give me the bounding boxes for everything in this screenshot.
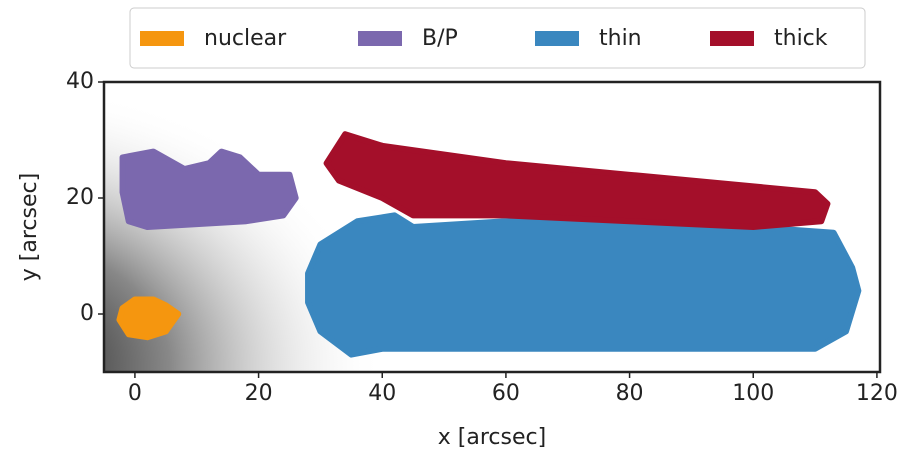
x-tick-label: 40 <box>368 381 396 406</box>
legend-swatch <box>535 31 579 46</box>
legend-swatch <box>140 31 184 46</box>
legend-label: nuclear <box>204 26 287 51</box>
x-tick-label: 20 <box>245 381 273 406</box>
region <box>308 215 858 354</box>
y-tick-label: 40 <box>66 69 94 94</box>
legend-label: thin <box>599 26 642 51</box>
legend-label: B/P <box>422 26 458 51</box>
x-tick-label: 100 <box>732 381 774 406</box>
x-axis-label: x [arcsec] <box>438 425 546 450</box>
x-tick-label: 0 <box>128 381 142 406</box>
legend-swatch <box>710 31 754 46</box>
y-tick-label: 20 <box>66 185 94 210</box>
x-tick-label: 60 <box>492 381 520 406</box>
legend-swatch <box>358 31 402 46</box>
region <box>119 300 178 338</box>
y-tick-label: 0 <box>80 301 94 326</box>
region <box>327 134 828 227</box>
legend-label: thick <box>774 26 828 51</box>
chart: x [arcsec] y [arcsec] 0 20 40 60 80 100 120 0 20… <box>0 0 906 461</box>
x-tick-label: 80 <box>616 381 644 406</box>
x-tick-label: 120 <box>856 381 898 406</box>
y-axis-label: y [arcsec] <box>17 173 42 281</box>
